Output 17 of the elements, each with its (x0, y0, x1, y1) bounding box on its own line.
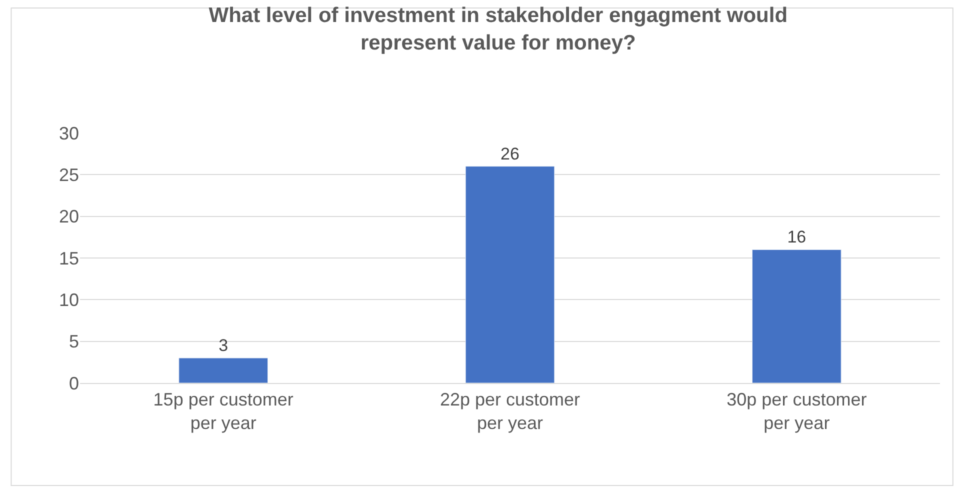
y-tick-label: 25 (58, 164, 79, 185)
data-label: 16 (787, 228, 806, 247)
data-label: 3 (218, 336, 228, 355)
x-tick-label: 22p per customer per year (440, 390, 580, 433)
y-tick-label: 5 (68, 332, 79, 352)
y-tick-label: 10 (58, 290, 79, 310)
chart-title: What level of investment in stakeholder engagment would represent value for money? (208, 4, 788, 54)
y-tick-label: 20 (58, 206, 79, 227)
y-tick-label: 30 (58, 123, 79, 144)
data-label: 26 (500, 144, 520, 164)
x-tick-label: 15p per customer per year (153, 390, 294, 433)
y-tick-label: 0 (68, 373, 79, 394)
bar (465, 166, 555, 383)
y-tick-label: 15 (58, 248, 79, 268)
bar (178, 358, 268, 383)
x-tick-label: 30p per customer per year (726, 390, 867, 433)
bar (752, 249, 842, 383)
